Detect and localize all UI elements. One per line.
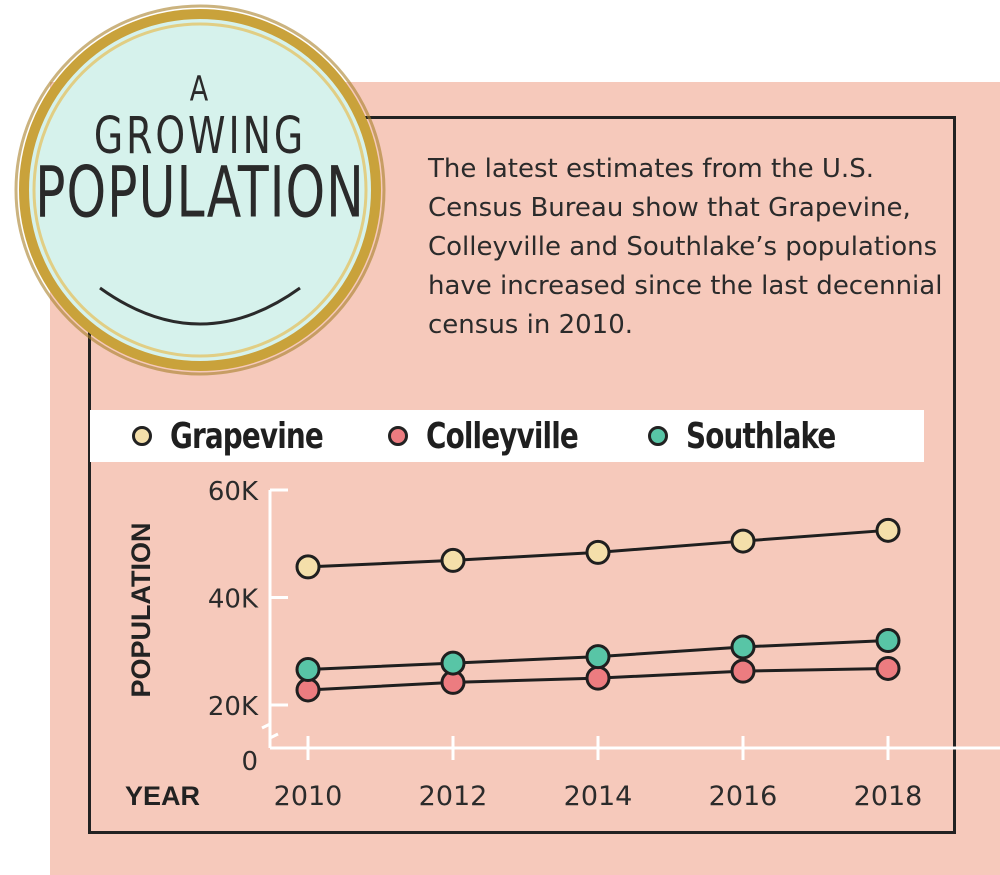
y-tick-label: 60K xyxy=(208,477,259,507)
y-tick-label: 40K xyxy=(208,585,259,615)
data-point-southlake xyxy=(295,657,321,683)
legend-label-grapevine: Grapevine xyxy=(170,415,324,457)
data-point-grapevine xyxy=(875,517,901,543)
badge-title-line-3: POPULATION xyxy=(35,152,365,234)
legend-dot-southlake xyxy=(648,426,668,446)
y-axis-break-mark xyxy=(261,721,279,741)
legend-label-southlake: Southlake xyxy=(686,415,836,457)
data-point-southlake xyxy=(440,650,466,676)
data-point-colleyville xyxy=(875,655,901,681)
legend-item-colleyville: Colleyville xyxy=(388,410,603,462)
description-text: The latest estimates from the U.S. Censu… xyxy=(428,154,943,340)
data-point-colleyville xyxy=(585,665,611,691)
data-point-grapevine xyxy=(440,547,466,573)
legend-item-southlake: Southlake xyxy=(648,410,860,462)
legend-label-colleyville: Colleyville xyxy=(426,415,579,457)
data-point-southlake xyxy=(875,628,901,653)
y-axis-label: POPULATION xyxy=(126,523,156,698)
badge-title-line-2: GROWING xyxy=(93,106,307,165)
x-tick-label: 2012 xyxy=(419,781,488,812)
y-tick-label: 0 xyxy=(241,747,258,777)
x-tick-label: 2014 xyxy=(564,781,633,812)
data-point-grapevine xyxy=(295,554,321,580)
chart-legend: Grapevine Colleyville Southlake xyxy=(90,410,924,462)
badge-title: A GROWING POPULATION xyxy=(8,69,392,233)
x-axis-label: YEAR xyxy=(125,781,200,811)
legend-dot-grapevine xyxy=(132,426,152,446)
data-point-grapevine xyxy=(730,528,756,554)
data-point-grapevine xyxy=(585,539,611,565)
data-point-colleyville xyxy=(730,658,756,684)
badge-smile-decoration xyxy=(99,286,301,326)
data-point-colleyville xyxy=(295,677,321,703)
data-point-southlake xyxy=(585,644,611,670)
badge-title-line-1: A xyxy=(189,69,211,110)
legend-item-grapevine: Grapevine xyxy=(132,410,348,462)
x-tick-label: 2016 xyxy=(709,781,778,812)
y-tick-label: 20K xyxy=(208,692,259,722)
legend-dot-colleyville xyxy=(388,426,408,446)
chart-frame xyxy=(88,116,956,834)
x-tick-label: 2018 xyxy=(854,781,923,812)
title-badge-circle xyxy=(14,4,386,376)
x-tick-label: 2010 xyxy=(274,781,343,812)
data-point-southlake xyxy=(730,634,756,660)
